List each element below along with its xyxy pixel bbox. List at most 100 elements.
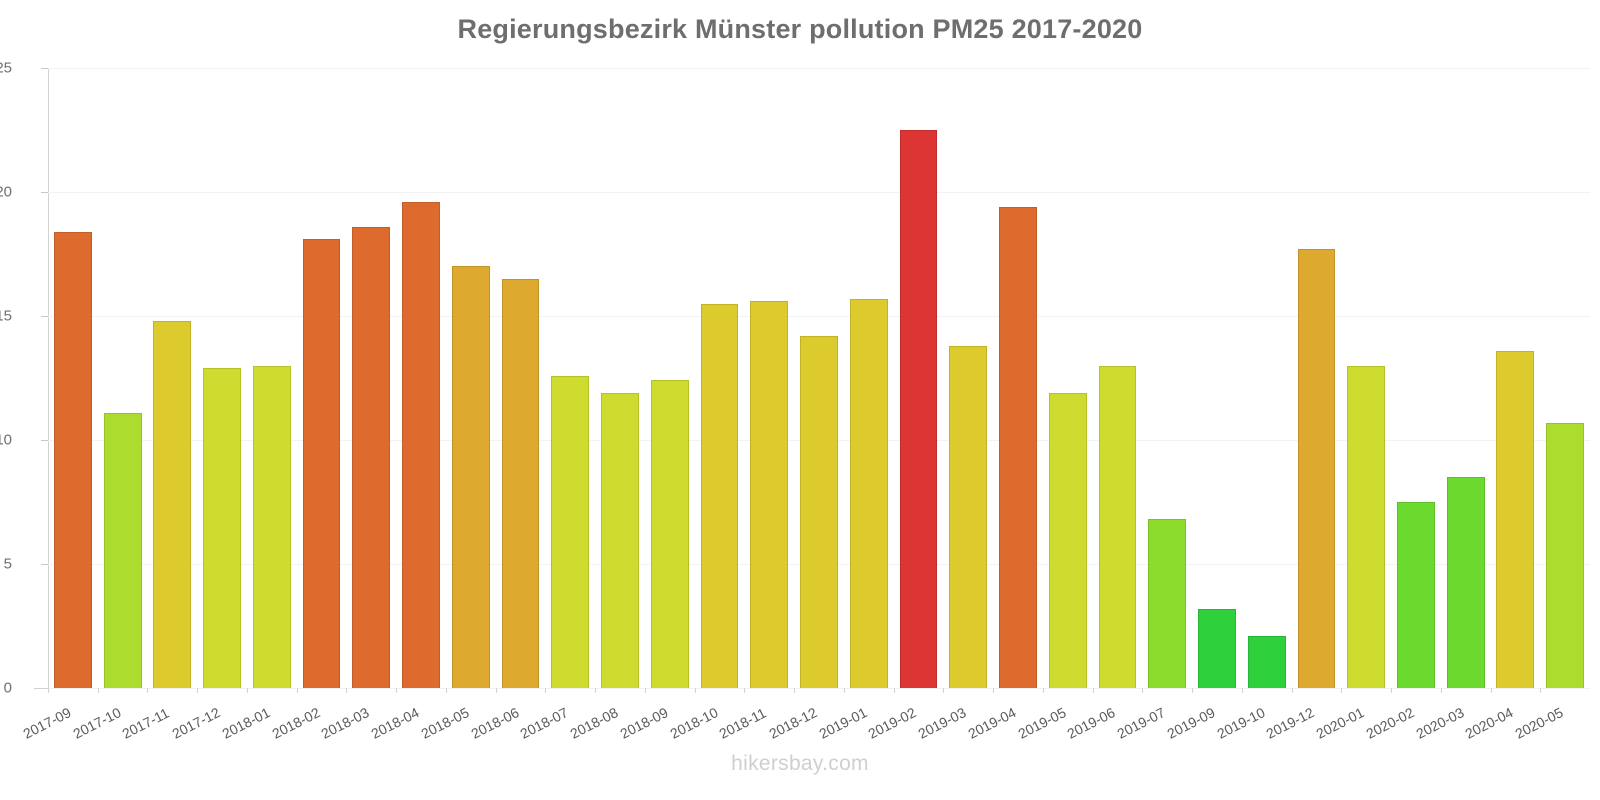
bar[interactable] [1098,365,1137,688]
bar[interactable] [1397,502,1435,688]
bar[interactable] [551,375,590,688]
bar[interactable] [1446,477,1485,688]
x-axis-tick-mark [147,688,149,693]
x-axis-tick-label: 2020-04 [1462,704,1516,742]
x-axis-tick-mark [794,688,796,693]
x-axis-tick-label: 2017-10 [70,704,124,742]
bar[interactable] [1198,608,1236,688]
bar[interactable] [53,231,92,688]
y-axis-tick-mark [41,564,49,565]
bar[interactable] [252,365,291,688]
bar[interactable] [800,335,838,688]
x-axis-tick-label: 2018-08 [567,704,621,742]
x-axis-tick-mark [1391,688,1393,693]
x-axis-tick-label: 2018-03 [318,704,372,742]
bar[interactable] [1546,422,1585,688]
bar[interactable] [153,320,192,688]
bar[interactable] [1297,249,1336,688]
chart-title: Regierungsbezirk Münster pollution PM25 … [457,14,1143,44]
bar[interactable] [1247,635,1286,688]
x-axis-tick-mark [445,688,447,693]
x-axis-tick-mark [545,688,547,693]
x-axis-tick-mark [48,688,49,693]
x-axis-tick-label: 2020-05 [1512,704,1566,742]
bar[interactable] [700,303,739,688]
bar[interactable] [103,412,142,688]
x-axis-tick-label: 2019-04 [965,704,1019,742]
bar[interactable] [1347,365,1386,688]
bar[interactable] [899,130,938,688]
x-axis-tick-mark [346,688,348,693]
bar[interactable] [352,226,391,688]
x-axis-tick-mark [644,688,646,693]
y-axis-tick-label: 15 [0,307,12,325]
x-axis-tick-label: 2020-01 [1313,704,1367,742]
x-axis-tick-mark [1341,688,1343,693]
bar[interactable] [1148,519,1187,688]
bar[interactable] [402,201,440,688]
x-axis-tick-label: 2018-06 [468,704,522,742]
x-axis-tick-mark [943,688,945,693]
bar[interactable] [849,298,888,688]
y-axis-tick-label: 20 [0,183,12,201]
x-axis-tick-label: 2018-04 [368,704,422,742]
y-axis-tick-mark [41,440,49,441]
y-axis-tick-label: 25 [0,59,12,77]
x-axis-tick-label: 2017-09 [20,704,74,742]
x-axis-tick-mark [396,688,398,693]
x-axis-tick-label: 2019-02 [865,704,920,742]
x-axis-tick-mark [296,688,298,693]
x-axis-tick-label: 2019-01 [816,704,870,742]
x-axis-tick-mark [1490,688,1492,693]
x-axis-tick-mark [893,688,895,693]
y-axis-tick-mark [41,316,49,317]
x-axis-tick-label: 2018-02 [269,704,323,742]
x-axis-tick-mark [197,688,199,693]
bar[interactable] [451,266,490,688]
x-axis-tick-mark [246,688,248,693]
x-axis-tick-label: 2019-05 [1015,704,1069,742]
gridline [48,192,1590,193]
gridline [48,688,1590,689]
bar[interactable] [1496,350,1535,688]
x-axis-tick-mark [843,688,845,693]
x-axis-tick-label: 2018-01 [219,704,273,742]
bar[interactable] [501,278,540,688]
bar[interactable] [650,380,689,688]
x-axis-tick-label: 2017-11 [119,704,172,742]
x-axis-tick-label: 2020-03 [1413,704,1467,742]
x-axis-tick-mark [1540,688,1542,693]
x-axis-tick-label: 2019-09 [1164,704,1218,742]
x-axis-tick-label: 2019-10 [1214,704,1268,742]
x-axis-tick-label: 2019-06 [1064,704,1118,742]
y-axis-line [48,68,49,689]
x-axis-tick-mark [694,688,696,693]
bar[interactable] [999,206,1037,688]
x-axis-tick-label: 2018-11 [716,704,769,742]
bar[interactable] [302,239,341,688]
x-axis-tick-label: 2017-12 [169,704,223,742]
x-axis-tick-mark [993,688,995,693]
x-axis-tick-mark [1142,688,1144,693]
x-axis-tick-label: 2018-05 [418,704,472,742]
y-axis-tick-mark [41,68,49,69]
x-axis-tick-mark [1440,688,1442,693]
x-axis-tick-label: 2018-10 [666,704,721,742]
y-axis-tick-mark [41,192,49,193]
bar[interactable] [203,368,241,688]
bar[interactable] [1048,392,1087,688]
x-axis-tick-mark [1192,688,1194,693]
x-axis-tick-label: 2020-02 [1363,704,1417,742]
bar[interactable] [949,345,988,688]
x-axis-tick-mark [744,688,746,693]
bar[interactable] [750,301,789,688]
x-axis-tick-label: 2019-07 [1114,704,1168,742]
x-axis-tick-mark [97,688,99,693]
x-axis-tick-mark [1092,688,1094,693]
x-axis-tick-mark [1241,688,1243,693]
x-axis-tick-mark [595,688,597,693]
bar[interactable] [601,392,639,688]
x-axis-tick-label: 2019-03 [915,704,969,742]
plot-area [48,68,1590,689]
